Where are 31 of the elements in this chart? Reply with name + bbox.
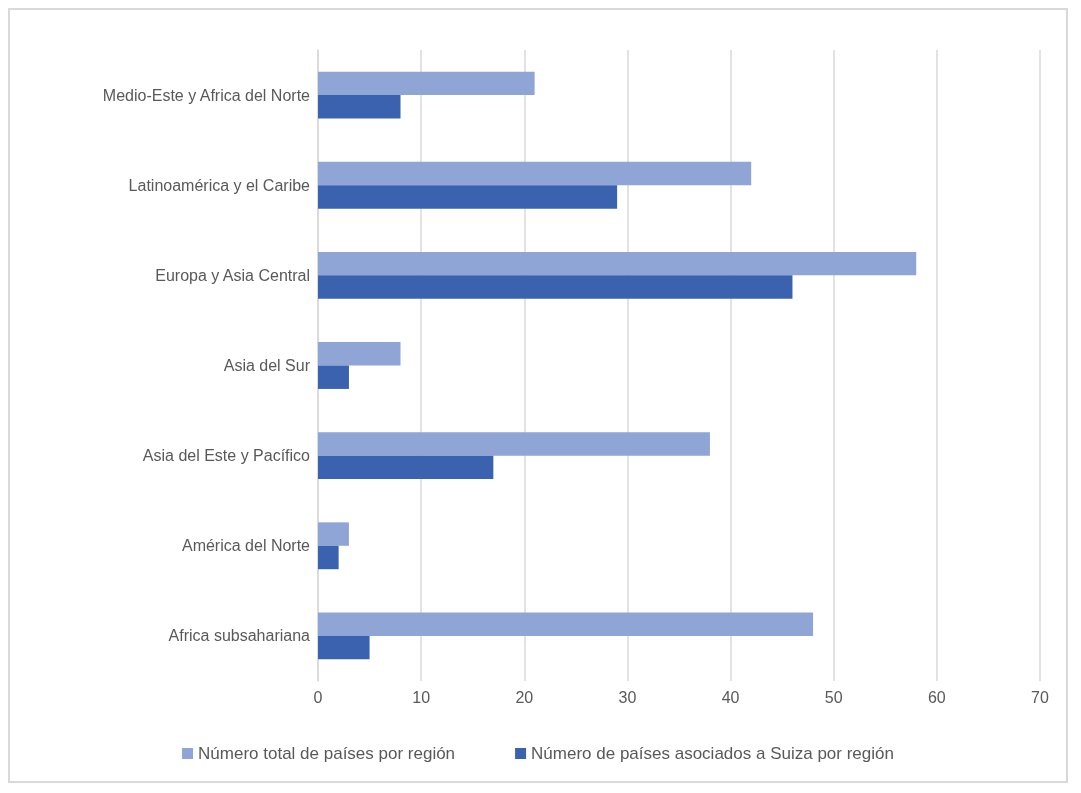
bar	[318, 95, 401, 119]
bar	[318, 545, 339, 570]
bar	[318, 522, 349, 546]
bar	[318, 612, 814, 636]
y-tick-label: Asia del Sur	[223, 357, 311, 374]
bar	[318, 185, 618, 209]
bar	[318, 365, 349, 389]
legend-label: Número de países asociados a Suiza por región	[531, 744, 894, 763]
y-tick-label: Europa y Asia Central	[155, 266, 310, 284]
bar	[318, 455, 494, 480]
x-tick-label: 0	[313, 688, 323, 706]
bar	[318, 251, 917, 276]
x-tick-label: 20	[515, 688, 534, 706]
bar	[318, 342, 401, 366]
bar	[318, 161, 752, 186]
y-tick-label: Latinoamérica y el Caribe	[128, 176, 311, 194]
y-tick-label: Africa subsahariana	[168, 627, 311, 645]
x-tick-label: 40	[721, 688, 740, 706]
y-tick-label: Medio-Este y Africa del Norte	[102, 86, 311, 104]
bar	[318, 635, 370, 660]
x-tick-label: 10	[412, 688, 431, 706]
x-tick-label: 60	[927, 688, 946, 706]
x-tick-label: 30	[618, 688, 637, 706]
y-tick-label: Asia del Este y Pacífico	[142, 447, 311, 465]
x-tick-label: 70	[1031, 688, 1049, 706]
bar	[318, 71, 535, 96]
bar	[318, 432, 710, 456]
y-tick-label: América del Norte	[181, 537, 311, 555]
legend-label: Número total de países por región	[198, 744, 456, 763]
bar	[318, 275, 793, 299]
x-tick-label: 50	[824, 688, 843, 706]
